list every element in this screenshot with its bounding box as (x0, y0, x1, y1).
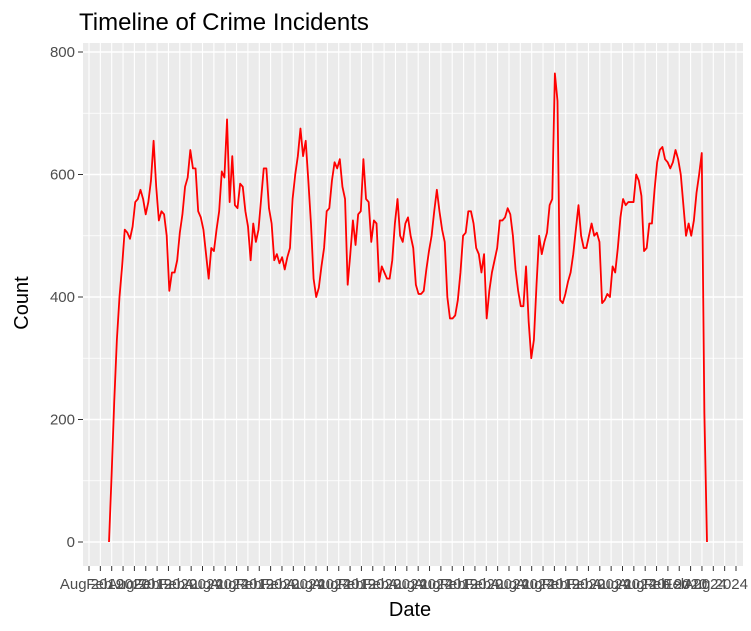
series-layer (108, 72, 708, 543)
y-tick-label: 800 (50, 44, 75, 61)
x-tick-label-overlap: Feb 2024 (159, 576, 222, 593)
x-tick-label-overlap: Feb 2020 (644, 576, 707, 593)
x-tick-label-overlap: Feb 2020 (542, 576, 605, 593)
y-axis-title: Count (11, 276, 33, 330)
x-tick-label-overlap: Feb 2020 (236, 576, 299, 593)
x-tick-label-overlap: Aug 2019 (618, 576, 682, 593)
gridlines (83, 43, 743, 566)
x-tick-label-overlap: Feb 2024 (261, 576, 324, 593)
x-axis-title: Date (389, 599, 431, 621)
x-tick-label-overlap: Aug 2024 (592, 576, 656, 593)
x-tick-label: Aug 2024 (684, 576, 748, 593)
x-tick-label-overlap: Aug 2024 (286, 576, 350, 593)
x-tick-label-overlap: Feb 2020 (440, 576, 503, 593)
x-tick-label: Feb 2020 (86, 576, 149, 593)
x-tick-label-overlap: Aug 2024 (490, 576, 554, 593)
series-line (108, 72, 708, 543)
x-tick-label-overlap: Aug 2019 (312, 576, 376, 593)
x-tick-label-overlap: Aug 2019 (210, 576, 274, 593)
x-tick-label-overlap: Feb 2020 (134, 576, 197, 593)
x-tick-label-overlap: Aug 2024 (184, 576, 248, 593)
x-tick-label-overlap: Aug 2019 (108, 576, 172, 593)
x-tick-label-overlap: Feb 2024 (567, 576, 630, 593)
chart-title: Timeline of Crime Incidents (79, 9, 369, 36)
x-tick-label-overlap: Aug 2019 (516, 576, 580, 593)
y-tick-label: 600 (50, 167, 75, 184)
plot-panel (83, 43, 743, 566)
x-tick-label: Aug 2019 (60, 576, 124, 593)
y-tick-label: 0 (67, 534, 75, 551)
x-tick-label-overlap: Feb 2024 (363, 576, 426, 593)
y-tick-label: 400 (50, 289, 75, 306)
x-tick-label-overlap: Aug 2019 (414, 576, 478, 593)
x-tick-label: Feb 2024 (663, 576, 726, 593)
x-tick-label-overlap: Feb 2024 (465, 576, 528, 593)
y-tick-label: 200 (50, 412, 75, 429)
x-tick-label-overlap: Aug 2024 (388, 576, 452, 593)
x-tick-label-overlap: Feb 2020 (338, 576, 401, 593)
